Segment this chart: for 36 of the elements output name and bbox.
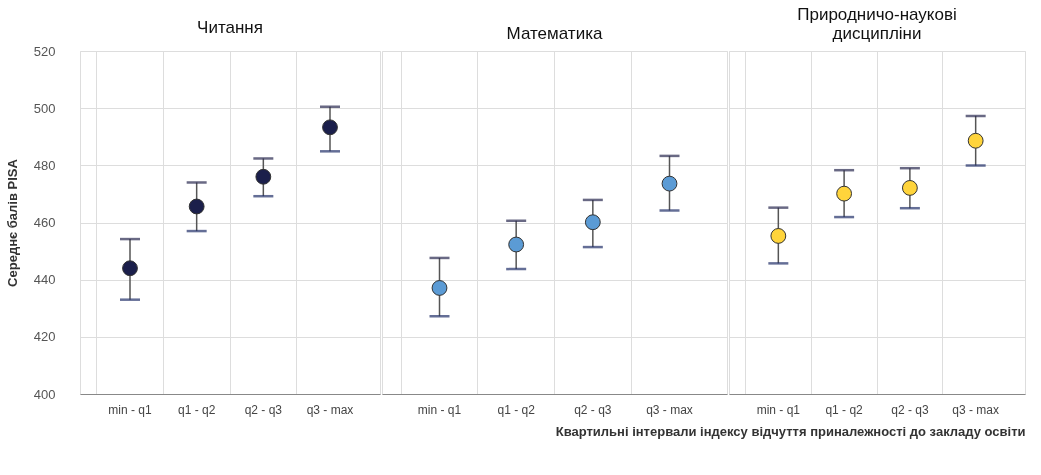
- point: [188, 198, 205, 215]
- x-tick-label: q2 - q3: [891, 402, 929, 417]
- point: [122, 260, 138, 277]
- x-tick-label: min - q1: [756, 402, 801, 417]
- y-tick-label: 440: [33, 272, 56, 288]
- x-axis-title: Квартильні інтервали індексу відчуття приналежності до закладу освіти: [555, 423, 1026, 439]
- y-tick-label: 520: [33, 43, 56, 59]
- y-axis-title: Середнє балів PISA: [4, 158, 20, 287]
- chart-title: Природничо-наукові дисципліни: [797, 5, 957, 43]
- point: [431, 280, 448, 296]
- x-tick-label: q2 - q3: [244, 402, 283, 417]
- x-tick-label: q1 - q2: [825, 402, 864, 417]
- x-tick-label: q1 - q2: [177, 402, 216, 417]
- x-tick-label: q3 - max: [646, 402, 693, 417]
- point: [584, 214, 601, 231]
- point: [322, 119, 338, 136]
- point: [967, 132, 984, 149]
- point: [661, 175, 678, 192]
- point: [770, 228, 787, 244]
- x-tick-label: q3 - max: [306, 402, 354, 417]
- chart-title: Читання: [197, 18, 263, 37]
- point: [836, 185, 853, 202]
- y-tick-label: 400: [33, 386, 56, 402]
- point: [901, 180, 918, 196]
- x-tick-label: q2 - q3: [574, 402, 612, 417]
- x-tick-label: min - q1: [417, 402, 462, 417]
- x-tick-label: q3 - max: [952, 402, 1000, 417]
- x-tick-label: min - q1: [108, 402, 152, 417]
- y-tick-label: 460: [33, 215, 56, 230]
- y-tick-label: 480: [33, 157, 56, 173]
- point: [255, 168, 272, 185]
- y-tick-label: 420: [33, 329, 56, 345]
- point: [508, 236, 525, 253]
- x-tick-label: q1 - q2: [497, 402, 536, 417]
- chart-title: Математика: [506, 24, 603, 43]
- y-tick-label: 500: [33, 100, 56, 116]
